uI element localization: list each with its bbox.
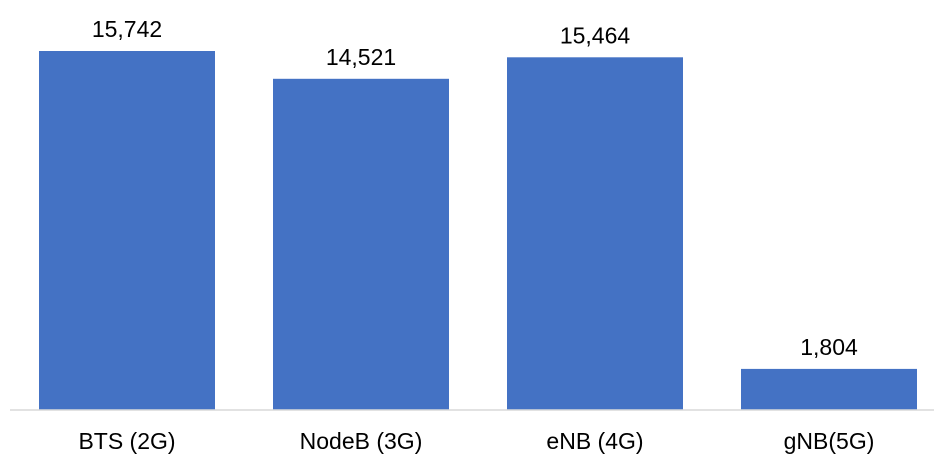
x-tick-label-0: BTS (2G) — [78, 428, 175, 454]
x-tick-label-2: eNB (4G) — [546, 428, 643, 454]
bar-1 — [273, 79, 449, 410]
bar-3 — [741, 369, 917, 410]
x-tick-label-3: gNB(5G) — [784, 428, 875, 454]
x-tick-label-1: NodeB (3G) — [300, 428, 423, 454]
bar-2 — [507, 57, 683, 410]
data-label-3: 1,804 — [800, 334, 858, 360]
data-label-2: 15,464 — [560, 22, 631, 48]
data-label-1: 14,521 — [326, 44, 396, 70]
bar-0 — [39, 51, 215, 410]
bars-layer — [39, 51, 917, 410]
x-tick-labels-layer: BTS (2G) NodeB (3G) eNB (4G) gNB(5G) — [78, 428, 874, 454]
data-label-0: 15,742 — [92, 16, 162, 42]
